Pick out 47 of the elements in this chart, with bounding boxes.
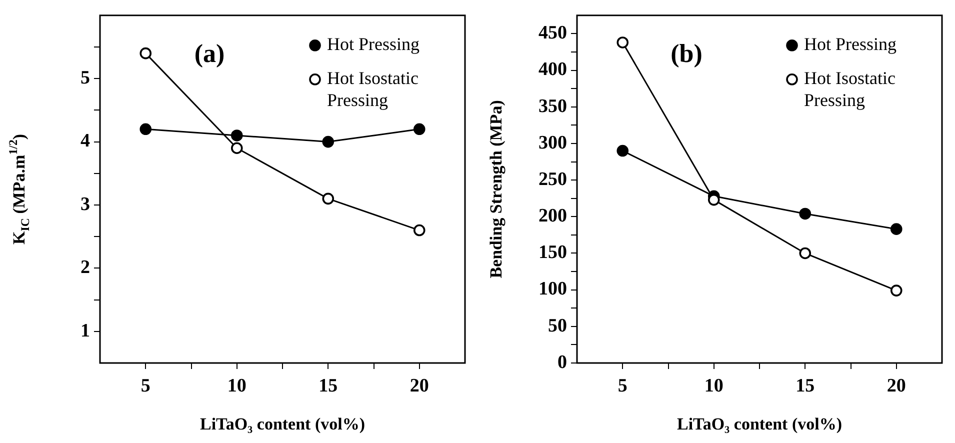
point [616,36,629,48]
legend-label: Hot Pressing [327,34,420,54]
y-axis-title: Bending Strength (MPa) [486,100,506,278]
point [230,130,243,142]
y-tick-label: 50 [548,315,567,336]
y-tick-label: 0 [558,352,567,373]
legend-label: Hot Isostatic Pressing [327,68,418,110]
y-tick-label: 100 [538,278,567,300]
text: (a) [194,39,225,68]
y-tick-label: 450 [538,22,567,44]
point [322,192,334,205]
y-tick-label: 350 [538,96,567,117]
y-tick-label: 150 [538,242,567,264]
point [799,208,812,220]
y-tick-label: 200 [538,206,567,227]
x-tick-label: 20 [886,375,906,396]
point [230,142,243,154]
point [413,123,426,136]
x-tick-label: 15 [318,375,338,396]
legend-label: Hot Isostatic Pressing [804,68,896,110]
x-tick-label: 20 [410,375,429,396]
y-tick-label: 1 [80,320,90,342]
x-axis-title: LiTaO₃ content (vol%) [676,414,842,434]
y-tick-label: 3 [80,194,90,215]
point [890,223,902,235]
point [799,247,812,260]
point [890,284,902,296]
x-tick-label: 10 [227,375,246,396]
y-axis-title: KIC (MPa.m1/2) [6,134,32,244]
point [413,224,426,236]
y-tick-label: 300 [538,132,567,154]
x-tick-label: 15 [796,375,815,396]
y-tick-label: 250 [538,168,567,190]
legend-label: Hot Pressing [804,34,897,54]
y-tick-label: 400 [538,59,567,80]
point [322,136,334,148]
text: (b) [670,39,702,68]
x-axis-title: LiTaO₃ content (vol%) [200,414,366,434]
point [616,144,629,157]
x-tick-label: 10 [704,375,724,396]
x-tick-label: 5 [618,375,628,396]
x-tick-label: 5 [140,375,150,396]
y-tick-label: 4 [80,130,90,152]
point [140,123,152,136]
point [140,47,152,60]
y-tick-label: 5 [80,68,90,89]
y-tick-label: 2 [80,257,90,278]
